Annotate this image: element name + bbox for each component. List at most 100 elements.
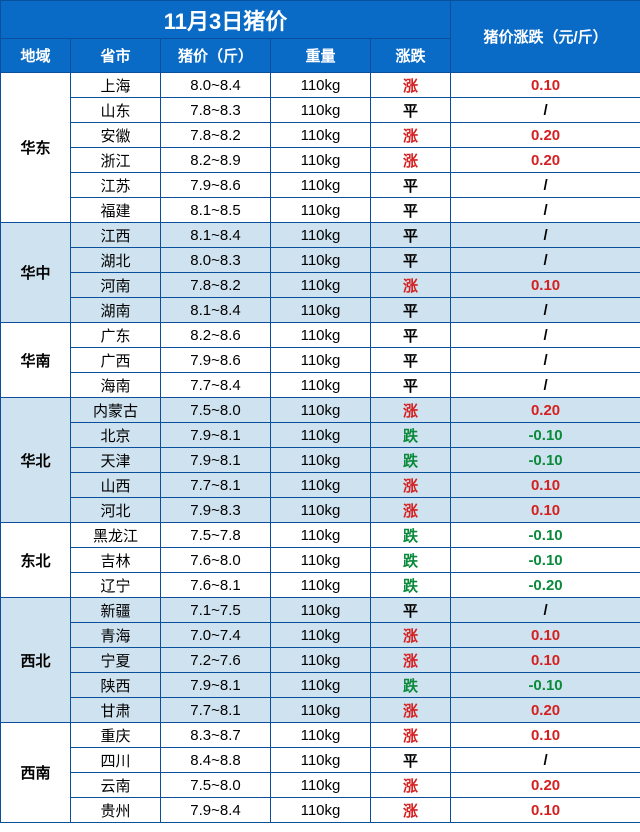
weight-cell: 110kg <box>271 273 371 298</box>
price-cell: 7.9~8.3 <box>161 498 271 523</box>
trend-cell: 涨 <box>371 473 451 498</box>
price-cell: 7.8~8.2 <box>161 123 271 148</box>
table-row: 华东上海8.0~8.4110kg涨0.10 <box>1 73 640 98</box>
table-row: 天津7.9~8.1110kg跌-0.10 <box>1 448 640 473</box>
change-cell: 0.20 <box>451 773 640 798</box>
weight-cell: 110kg <box>271 373 371 398</box>
weight-cell: 110kg <box>271 323 371 348</box>
change-cell: -0.10 <box>451 448 640 473</box>
price-cell: 8.2~8.9 <box>161 148 271 173</box>
price-cell: 7.9~8.6 <box>161 173 271 198</box>
change-cell: -0.20 <box>451 573 640 598</box>
change-cell: / <box>451 373 640 398</box>
region-cell: 东北 <box>1 523 71 598</box>
table-row: 河北7.9~8.3110kg涨0.10 <box>1 498 640 523</box>
table-row: 西北新疆7.1~7.5110kg平/ <box>1 598 640 623</box>
table-row: 广西7.9~8.6110kg平/ <box>1 348 640 373</box>
region-cell: 西南 <box>1 723 71 823</box>
table-row: 华南广东8.2~8.6110kg平/ <box>1 323 640 348</box>
price-cell: 8.0~8.3 <box>161 248 271 273</box>
province-cell: 重庆 <box>71 723 161 748</box>
col-weight: 重量 <box>271 39 371 73</box>
weight-cell: 110kg <box>271 473 371 498</box>
change-cell: / <box>451 748 640 773</box>
change-cell: -0.10 <box>451 423 640 448</box>
change-cell: 0.20 <box>451 698 640 723</box>
table-row: 湖北8.0~8.3110kg平/ <box>1 248 640 273</box>
price-cell: 7.0~7.4 <box>161 623 271 648</box>
weight-cell: 110kg <box>271 723 371 748</box>
province-cell: 甘肃 <box>71 698 161 723</box>
trend-cell: 涨 <box>371 773 451 798</box>
trend-cell: 平 <box>371 198 451 223</box>
table-row: 华中江西8.1~8.4110kg平/ <box>1 223 640 248</box>
weight-cell: 110kg <box>271 523 371 548</box>
price-cell: 7.9~8.1 <box>161 423 271 448</box>
province-cell: 安徽 <box>71 123 161 148</box>
province-cell: 福建 <box>71 198 161 223</box>
province-cell: 宁夏 <box>71 648 161 673</box>
province-cell: 辽宁 <box>71 573 161 598</box>
weight-cell: 110kg <box>271 698 371 723</box>
weight-cell: 110kg <box>271 298 371 323</box>
trend-cell: 涨 <box>371 798 451 823</box>
province-cell: 浙江 <box>71 148 161 173</box>
table-row: 安徽7.8~8.2110kg涨0.20 <box>1 123 640 148</box>
trend-cell: 跌 <box>371 548 451 573</box>
price-cell: 8.0~8.4 <box>161 73 271 98</box>
price-cell: 7.5~8.0 <box>161 398 271 423</box>
trend-cell: 平 <box>371 598 451 623</box>
trend-cell: 平 <box>371 748 451 773</box>
trend-cell: 涨 <box>371 73 451 98</box>
trend-cell: 涨 <box>371 148 451 173</box>
change-cell: -0.10 <box>451 548 640 573</box>
trend-cell: 涨 <box>371 498 451 523</box>
weight-cell: 110kg <box>271 173 371 198</box>
province-cell: 内蒙古 <box>71 398 161 423</box>
province-cell: 山东 <box>71 98 161 123</box>
change-cell: -0.10 <box>451 523 640 548</box>
price-cell: 7.9~8.1 <box>161 448 271 473</box>
weight-cell: 110kg <box>271 573 371 598</box>
province-cell: 海南 <box>71 373 161 398</box>
change-cell: 0.10 <box>451 648 640 673</box>
weight-cell: 110kg <box>271 548 371 573</box>
province-cell: 湖南 <box>71 298 161 323</box>
weight-cell: 110kg <box>271 223 371 248</box>
weight-cell: 110kg <box>271 448 371 473</box>
province-cell: 天津 <box>71 448 161 473</box>
change-cell: / <box>451 298 640 323</box>
trend-cell: 平 <box>371 298 451 323</box>
trend-cell: 平 <box>371 223 451 248</box>
change-cell: 0.10 <box>451 623 640 648</box>
table-row: 四川8.4~8.8110kg平/ <box>1 748 640 773</box>
province-cell: 贵州 <box>71 798 161 823</box>
weight-cell: 110kg <box>271 648 371 673</box>
trend-cell: 跌 <box>371 423 451 448</box>
trend-cell: 涨 <box>371 273 451 298</box>
province-cell: 江苏 <box>71 173 161 198</box>
weight-cell: 110kg <box>271 148 371 173</box>
trend-cell: 跌 <box>371 673 451 698</box>
trend-cell: 平 <box>371 348 451 373</box>
change-cell: 0.20 <box>451 398 640 423</box>
weight-cell: 110kg <box>271 348 371 373</box>
province-cell: 江西 <box>71 223 161 248</box>
change-cell: / <box>451 98 640 123</box>
table-row: 宁夏7.2~7.6110kg涨0.10 <box>1 648 640 673</box>
price-cell: 7.6~8.1 <box>161 573 271 598</box>
province-cell: 青海 <box>71 623 161 648</box>
table-row: 吉林7.6~8.0110kg跌-0.10 <box>1 548 640 573</box>
weight-cell: 110kg <box>271 398 371 423</box>
price-cell: 8.2~8.6 <box>161 323 271 348</box>
weight-cell: 110kg <box>271 673 371 698</box>
change-cell: / <box>451 198 640 223</box>
weight-cell: 110kg <box>271 498 371 523</box>
price-cell: 7.7~8.1 <box>161 698 271 723</box>
table-row: 辽宁7.6~8.1110kg跌-0.20 <box>1 573 640 598</box>
table-row: 江苏7.9~8.6110kg平/ <box>1 173 640 198</box>
province-cell: 广西 <box>71 348 161 373</box>
table-row: 西南重庆8.3~8.7110kg涨0.10 <box>1 723 640 748</box>
pork-price-table: 11月3日猪价 猪价涨跌（元/斤） 地域 省市 猪价（斤） 重量 涨跌 华东上海… <box>0 0 640 823</box>
trend-cell: 跌 <box>371 573 451 598</box>
